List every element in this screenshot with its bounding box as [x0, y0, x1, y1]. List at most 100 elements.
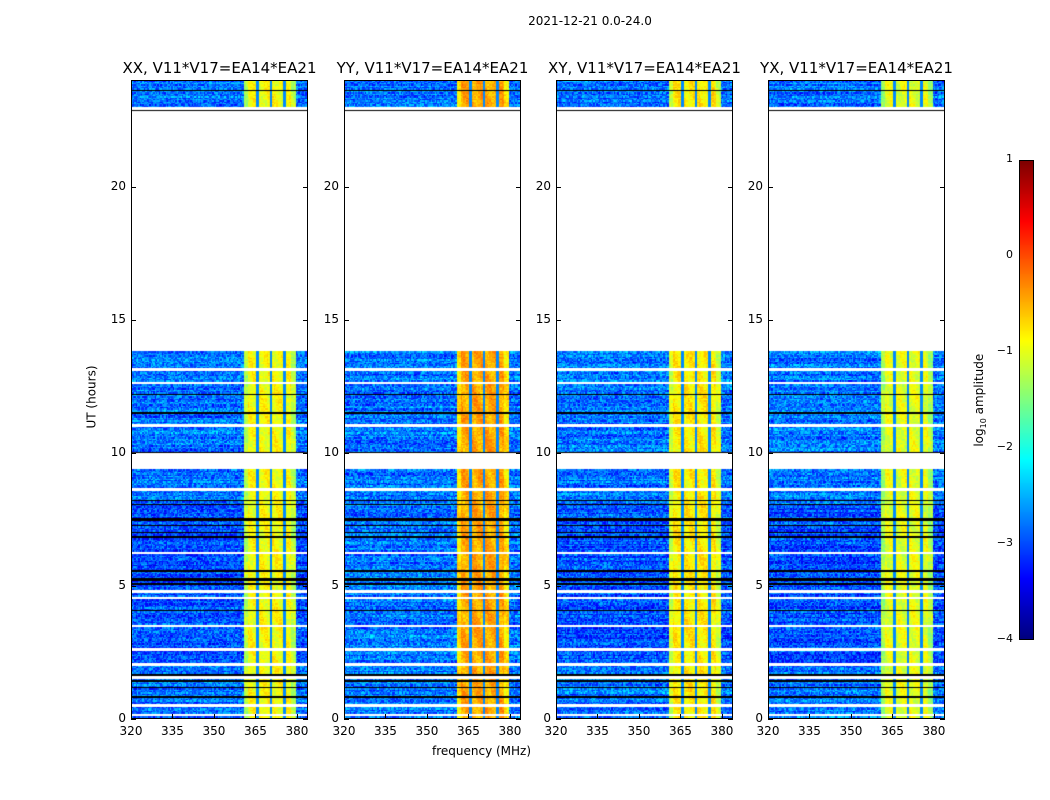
- x-tick-mark: [597, 714, 599, 719]
- x-tick-label: 350: [202, 724, 226, 738]
- y-tick-mark-right: [728, 585, 733, 587]
- panel-title: YX, V11*V17=EA14*EA21: [760, 59, 953, 77]
- y-tick-mark-right: [728, 719, 733, 720]
- y-tick-label: 10: [747, 444, 763, 459]
- y-tick-label: 5: [118, 577, 126, 592]
- figure-title: 2021-12-21 0.0-24.0: [528, 14, 652, 28]
- x-tick-mark: [892, 714, 894, 719]
- x-tick-label: 380: [922, 724, 946, 738]
- colorbar-tick-label: 0: [1006, 248, 1013, 261]
- y-tick-label: 20: [110, 178, 126, 193]
- colorbar: [1019, 160, 1034, 640]
- y-tick-mark-right: [516, 186, 521, 188]
- y-tick-mark-right: [303, 585, 308, 587]
- x-tick-mark: [680, 714, 682, 719]
- x-tick-label: 365: [881, 724, 904, 738]
- y-tick-mark: [131, 719, 136, 720]
- panel-title: XY, V11*V17=EA14*EA21: [548, 59, 741, 77]
- x-tick-label: 365: [669, 724, 692, 738]
- x-tick-mark: [556, 714, 557, 719]
- y-tick-label: 20: [747, 178, 763, 193]
- y-tick-label: 20: [323, 178, 339, 193]
- x-tick-mark: [638, 714, 640, 719]
- y-tick-mark: [556, 452, 561, 454]
- y-tick-mark-right: [940, 186, 945, 188]
- x-tick-mark: [509, 714, 511, 719]
- y-tick-mark-right: [303, 719, 308, 720]
- x-tick-label: 350: [627, 724, 651, 738]
- heatmap-image: [557, 81, 732, 718]
- heatmap-panel-3: [768, 80, 945, 719]
- x-tick-mark: [255, 714, 257, 719]
- y-tick-mark: [131, 585, 136, 587]
- y-tick-label: 5: [543, 577, 551, 592]
- x-tick-mark: [131, 714, 132, 719]
- y-tick-mark: [768, 319, 773, 321]
- colorbar-gradient: [1020, 161, 1033, 639]
- y-tick-mark-right: [728, 319, 733, 321]
- y-tick-label: 20: [535, 178, 551, 193]
- x-tick-label: 365: [244, 724, 267, 738]
- x-tick-mark: [809, 714, 811, 719]
- x-tick-label: 380: [710, 724, 734, 738]
- y-tick-mark: [556, 319, 561, 321]
- colorbar-tick-label: −2: [996, 440, 1013, 453]
- x-tick-label: 320: [756, 724, 780, 738]
- x-tick-label: 350: [415, 724, 439, 738]
- panel-title: YY, V11*V17=EA14*EA21: [336, 59, 529, 77]
- x-tick-label: 380: [285, 724, 309, 738]
- x-axis-label: frequency (MHz): [432, 744, 532, 758]
- y-tick-label: 15: [747, 311, 763, 326]
- heatmap-panel-0: [131, 80, 308, 719]
- y-tick-mark-right: [940, 319, 945, 321]
- y-tick-mark: [344, 452, 349, 454]
- y-tick-mark-right: [516, 319, 521, 321]
- heatmap-image: [345, 81, 520, 718]
- y-tick-label: 15: [535, 311, 551, 326]
- x-tick-label: 380: [498, 724, 522, 738]
- y-tick-label: 10: [110, 444, 126, 459]
- x-tick-label: 320: [332, 724, 356, 738]
- heatmap-image: [132, 81, 307, 718]
- heatmap-panel-1: [344, 80, 521, 719]
- y-tick-mark: [556, 585, 561, 587]
- y-tick-label: 0: [755, 711, 763, 725]
- heatmap-panel-2: [556, 80, 733, 719]
- x-tick-mark: [426, 714, 428, 719]
- x-tick-label: 335: [161, 724, 184, 738]
- y-tick-mark: [556, 719, 561, 720]
- y-tick-mark: [768, 186, 773, 188]
- x-tick-mark: [721, 714, 723, 719]
- colorbar-tick-label: −3: [996, 536, 1013, 549]
- x-tick-mark: [344, 714, 345, 719]
- y-tick-mark: [768, 585, 773, 587]
- y-tick-mark-right: [940, 719, 945, 720]
- colorbar-tick-label: −4: [996, 632, 1013, 645]
- x-tick-mark: [768, 714, 769, 719]
- x-tick-mark: [213, 714, 215, 719]
- y-tick-mark: [344, 719, 349, 720]
- x-tick-mark: [850, 714, 852, 719]
- y-tick-mark-right: [728, 186, 733, 188]
- y-tick-mark-right: [516, 585, 521, 587]
- x-tick-label: 365: [457, 724, 480, 738]
- y-tick-mark: [344, 186, 349, 188]
- y-tick-label: 0: [118, 711, 126, 725]
- y-tick-label: 5: [755, 577, 763, 592]
- y-tick-mark-right: [303, 186, 308, 188]
- x-tick-mark: [468, 714, 470, 719]
- y-tick-mark: [344, 585, 349, 587]
- y-tick-mark-right: [303, 319, 308, 321]
- y-tick-mark-right: [940, 585, 945, 587]
- y-tick-mark: [556, 186, 561, 188]
- y-tick-label: 0: [543, 711, 551, 725]
- y-tick-mark-right: [728, 452, 733, 454]
- colorbar-tick-label: 1: [1006, 152, 1013, 165]
- x-tick-label: 335: [374, 724, 397, 738]
- x-tick-label: 335: [798, 724, 821, 738]
- panel-title: XX, V11*V17=EA14*EA21: [122, 59, 317, 77]
- y-tick-mark: [768, 719, 773, 720]
- y-tick-mark-right: [516, 719, 521, 720]
- y-tick-label: 10: [323, 444, 339, 459]
